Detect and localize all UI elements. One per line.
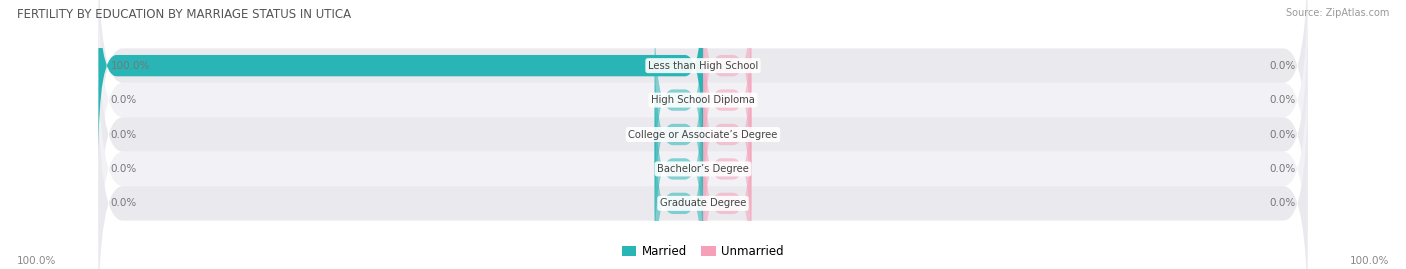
Text: FERTILITY BY EDUCATION BY MARRIAGE STATUS IN UTICA: FERTILITY BY EDUCATION BY MARRIAGE STATU… [17,8,352,21]
Text: 100.0%: 100.0% [111,61,150,71]
Text: 0.0%: 0.0% [111,198,136,208]
FancyBboxPatch shape [703,42,751,227]
FancyBboxPatch shape [98,0,703,158]
Text: Less than High School: Less than High School [648,61,758,71]
Text: Graduate Degree: Graduate Degree [659,198,747,208]
FancyBboxPatch shape [655,111,703,269]
FancyBboxPatch shape [655,76,703,261]
Text: High School Diploma: High School Diploma [651,95,755,105]
FancyBboxPatch shape [703,76,751,261]
FancyBboxPatch shape [98,83,1308,269]
Text: 100.0%: 100.0% [17,256,56,266]
Text: 0.0%: 0.0% [1270,198,1295,208]
FancyBboxPatch shape [98,48,1308,269]
Text: College or Associate’s Degree: College or Associate’s Degree [628,129,778,140]
Text: 0.0%: 0.0% [1270,95,1295,105]
Text: Source: ZipAtlas.com: Source: ZipAtlas.com [1285,8,1389,18]
Text: 100.0%: 100.0% [1350,256,1389,266]
FancyBboxPatch shape [655,8,703,193]
Text: 0.0%: 0.0% [111,95,136,105]
FancyBboxPatch shape [655,42,703,227]
Legend: Married, Unmarried: Married, Unmarried [617,240,789,263]
FancyBboxPatch shape [98,0,1308,221]
Text: 0.0%: 0.0% [111,164,136,174]
Text: 0.0%: 0.0% [1270,129,1295,140]
FancyBboxPatch shape [98,0,1308,186]
FancyBboxPatch shape [703,111,751,269]
Text: 0.0%: 0.0% [1270,164,1295,174]
FancyBboxPatch shape [703,0,751,158]
Text: 0.0%: 0.0% [111,129,136,140]
FancyBboxPatch shape [98,14,1308,255]
Text: 0.0%: 0.0% [1270,61,1295,71]
FancyBboxPatch shape [703,8,751,193]
Text: Bachelor’s Degree: Bachelor’s Degree [657,164,749,174]
